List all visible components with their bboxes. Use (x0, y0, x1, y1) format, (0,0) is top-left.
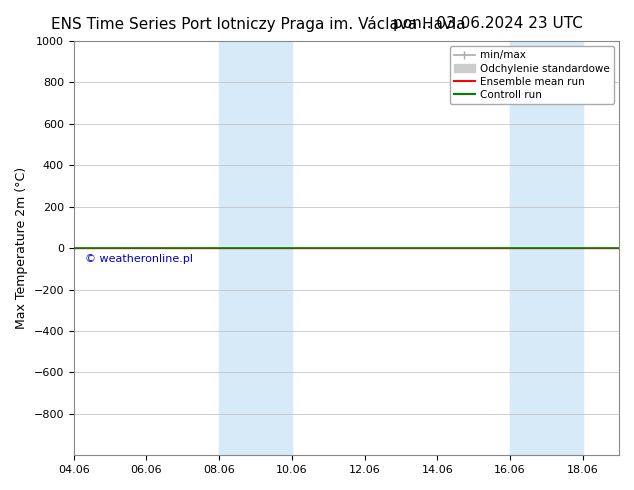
Text: © weatheronline.pl: © weatheronline.pl (85, 254, 193, 265)
Legend: min/max, Odchylenie standardowe, Ensemble mean run, Controll run: min/max, Odchylenie standardowe, Ensembl… (450, 46, 614, 104)
Bar (219, 41, 292, 455)
Text: pon.. 03.06.2024 23 UTC: pon.. 03.06.2024 23 UTC (394, 16, 583, 31)
Bar (510, 41, 583, 455)
Text: ENS Time Series Port lotniczy Praga im. Václava Havla: ENS Time Series Port lotniczy Praga im. … (51, 16, 465, 32)
Y-axis label: Max Temperature 2m (°C): Max Temperature 2m (°C) (15, 167, 28, 329)
